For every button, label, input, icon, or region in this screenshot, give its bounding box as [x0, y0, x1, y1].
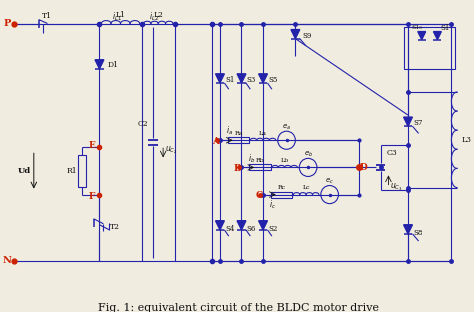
Bar	[78, 155, 86, 187]
Text: L2: L2	[153, 12, 163, 19]
Text: L1: L1	[116, 12, 126, 19]
Text: L3: L3	[462, 136, 472, 144]
Polygon shape	[216, 74, 224, 83]
Text: $e_a$: $e_a$	[282, 123, 291, 132]
Text: $i_{L1}$: $i_{L1}$	[111, 10, 121, 23]
Text: S1: S1	[440, 23, 450, 32]
Text: La: La	[259, 131, 267, 136]
Text: S5: S5	[268, 76, 277, 84]
Text: S7: S7	[413, 119, 422, 127]
Text: P: P	[4, 19, 11, 28]
Text: B: B	[234, 164, 241, 173]
Text: S1₀: S1₀	[411, 25, 422, 30]
Text: D: D	[360, 163, 368, 172]
Text: $u_{C_2}$: $u_{C_2}$	[164, 144, 177, 156]
Text: T2: T2	[110, 223, 120, 231]
Polygon shape	[237, 221, 246, 230]
Text: $i_{L2}$: $i_{L2}$	[149, 10, 159, 23]
Bar	[404, 27, 455, 69]
Text: S3: S3	[246, 76, 256, 84]
Text: Ra: Ra	[234, 131, 243, 136]
Text: S8: S8	[413, 229, 422, 237]
Text: $u_{C_3}$: $u_{C_3}$	[390, 182, 402, 193]
Text: S2: S2	[268, 225, 277, 233]
Text: C: C	[255, 191, 263, 200]
Polygon shape	[259, 221, 267, 230]
Text: F: F	[89, 192, 95, 201]
Text: D1: D1	[108, 61, 118, 69]
Polygon shape	[216, 221, 224, 230]
Polygon shape	[403, 225, 412, 234]
Polygon shape	[403, 117, 412, 126]
Text: $i_a$: $i_a$	[226, 125, 233, 138]
Text: R1: R1	[67, 167, 77, 175]
Text: N: N	[2, 256, 11, 266]
Polygon shape	[259, 74, 267, 83]
Text: Fig. 1: equivalent circuit of the BLDC motor drive: Fig. 1: equivalent circuit of the BLDC m…	[98, 303, 379, 312]
Bar	[271, 192, 292, 197]
Polygon shape	[95, 60, 104, 69]
Text: Rc: Rc	[278, 185, 286, 190]
Text: $i_c$: $i_c$	[269, 198, 276, 211]
Text: C2: C2	[137, 120, 148, 128]
Text: Ud: Ud	[18, 167, 31, 175]
Text: C3: C3	[387, 149, 398, 157]
Text: A: A	[212, 137, 219, 146]
Text: S1: S1	[225, 76, 235, 84]
Polygon shape	[291, 30, 300, 39]
Text: S9: S9	[302, 32, 312, 40]
Polygon shape	[237, 74, 246, 83]
Text: Lb: Lb	[281, 158, 289, 163]
Text: $e_c$: $e_c$	[325, 177, 334, 186]
Text: T1: T1	[42, 12, 52, 21]
Bar	[228, 137, 249, 143]
Polygon shape	[418, 32, 426, 40]
Text: $e_b$: $e_b$	[303, 150, 313, 159]
Text: Rb: Rb	[256, 158, 264, 163]
Text: S4: S4	[225, 225, 235, 233]
Bar	[249, 164, 271, 170]
Text: Lc: Lc	[302, 185, 310, 190]
Text: E: E	[88, 141, 95, 150]
Text: S6: S6	[246, 225, 256, 233]
Text: $i_b$: $i_b$	[247, 152, 255, 165]
Polygon shape	[434, 32, 441, 40]
